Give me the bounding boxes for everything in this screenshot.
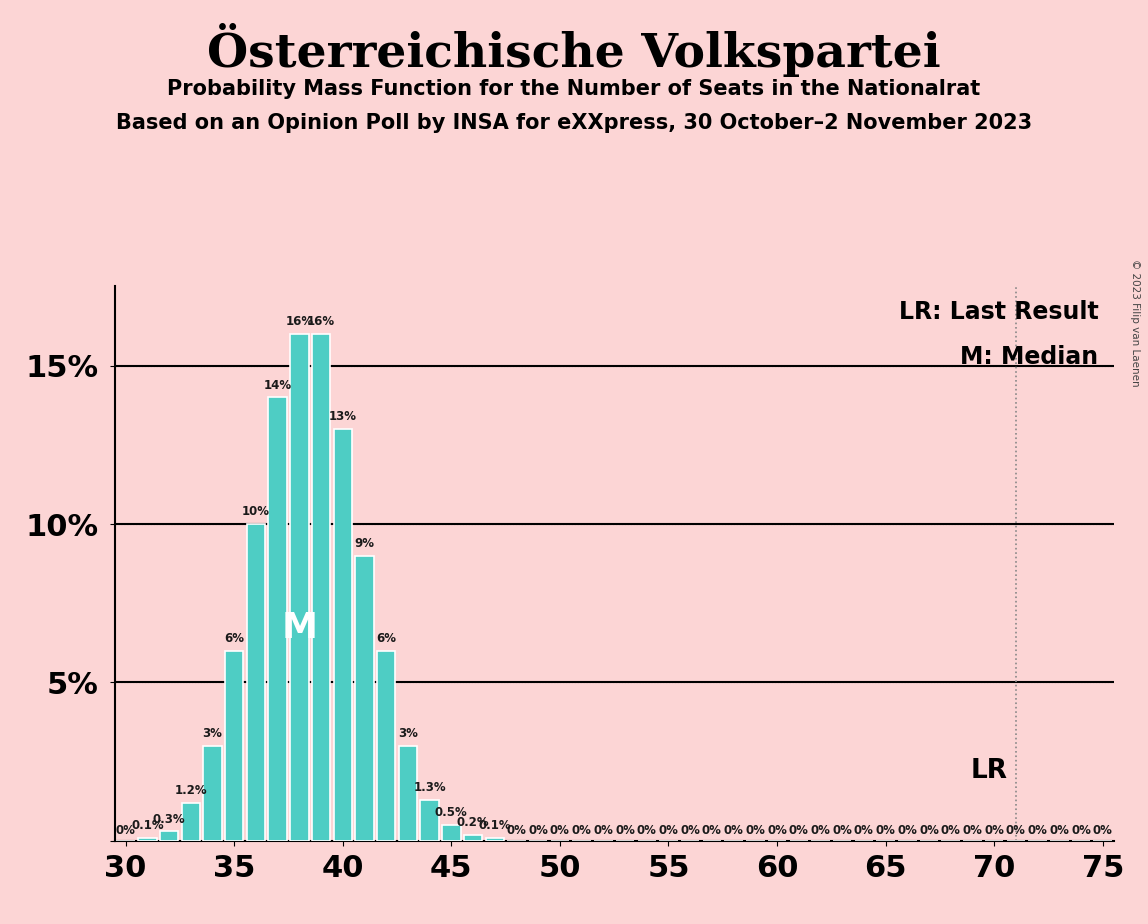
Text: 0%: 0% [1049,824,1069,837]
Bar [269,397,287,841]
Text: M: Median: M: Median [961,345,1099,369]
Text: 0.1%: 0.1% [479,819,511,832]
Text: M: M [281,611,317,645]
Text: 0%: 0% [940,824,961,837]
Bar [355,555,374,841]
Text: 0%: 0% [1006,824,1026,837]
Text: 0%: 0% [1027,824,1047,837]
Bar [247,524,265,841]
Text: 3%: 3% [202,727,223,740]
Bar [138,838,156,841]
Text: 0%: 0% [528,824,548,837]
Text: 0%: 0% [789,824,808,837]
Text: 0.3%: 0.3% [153,812,185,826]
Text: 0%: 0% [810,824,830,837]
Text: 0%: 0% [701,824,722,837]
Text: 3%: 3% [398,727,418,740]
Text: LR: LR [970,758,1007,784]
Bar [334,429,352,841]
Text: Based on an Opinion Poll by INSA for eXXpress, 30 October–2 November 2023: Based on an Opinion Poll by INSA for eXX… [116,113,1032,133]
Text: 0%: 0% [637,824,657,837]
Text: 9%: 9% [355,537,374,550]
Text: 0%: 0% [615,824,635,837]
Text: LR: Last Result: LR: Last Result [899,300,1099,324]
Text: 0.5%: 0.5% [435,807,467,820]
Text: Österreichische Volkspartei: Österreichische Volkspartei [207,23,941,77]
Text: 0%: 0% [984,824,1004,837]
Text: Probability Mass Function for the Number of Seats in the Nationalrat: Probability Mass Function for the Number… [168,79,980,99]
Text: 0%: 0% [767,824,788,837]
Text: 0%: 0% [745,824,766,837]
Text: 6%: 6% [377,632,396,645]
Text: 10%: 10% [242,505,270,518]
Bar [377,650,395,841]
Text: 0%: 0% [1093,824,1112,837]
Text: 0%: 0% [854,824,874,837]
Text: 0.1%: 0.1% [131,819,164,832]
Text: 0%: 0% [116,824,135,837]
Text: 0%: 0% [506,824,527,837]
Text: 16%: 16% [307,315,335,328]
Text: 13%: 13% [328,410,357,423]
Bar [225,650,243,841]
Bar [442,825,460,841]
Text: 0%: 0% [594,824,613,837]
Bar [486,838,504,841]
Bar [203,746,222,841]
Text: 0%: 0% [962,824,983,837]
Bar [160,832,178,841]
Bar [398,746,417,841]
Bar [464,834,482,841]
Text: 0%: 0% [659,824,678,837]
Text: 0%: 0% [681,824,700,837]
Text: 14%: 14% [264,379,292,392]
Text: 0%: 0% [572,824,591,837]
Text: 6%: 6% [224,632,245,645]
Bar [181,803,200,841]
Text: 1.3%: 1.3% [413,781,445,794]
Text: 1.2%: 1.2% [174,784,207,797]
Bar [290,334,309,841]
Text: 0.2%: 0.2% [457,816,489,829]
Bar [420,799,439,841]
Text: 0%: 0% [550,824,569,837]
Text: 0%: 0% [876,824,895,837]
Text: © 2023 Filip van Laenen: © 2023 Filip van Laenen [1130,259,1140,386]
Text: 0%: 0% [898,824,917,837]
Text: 0%: 0% [920,824,939,837]
Text: 0%: 0% [1071,824,1091,837]
Text: 0%: 0% [832,824,852,837]
Bar [312,334,331,841]
Text: 16%: 16% [286,315,313,328]
Text: 0%: 0% [723,824,744,837]
